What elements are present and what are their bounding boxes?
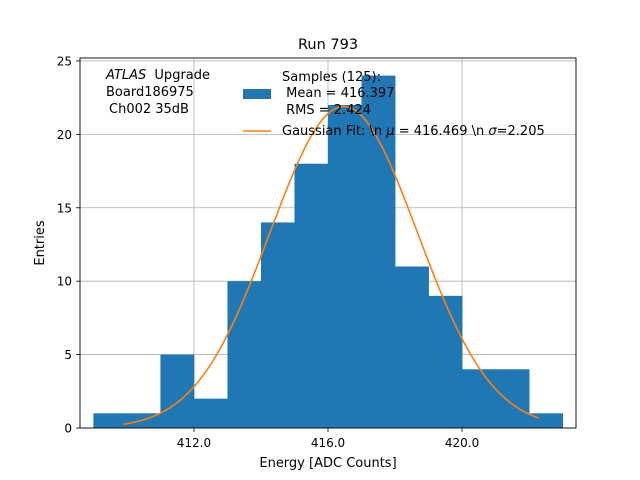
x-axis-label: Energy [ADC Counts] bbox=[259, 456, 396, 471]
atlas-label: ATLAS bbox=[105, 68, 146, 83]
x-tick-label-2: 420.0 bbox=[445, 436, 479, 450]
y-axis-label: Entries bbox=[33, 220, 48, 266]
histogram-bar-4 bbox=[227, 281, 262, 428]
histogram-bar-5 bbox=[260, 222, 295, 428]
histogram-bar-7 bbox=[328, 104, 362, 428]
y-tick-label-2: 10 bbox=[57, 275, 72, 289]
gaussian-fit-curve bbox=[123, 105, 540, 425]
x-axis-ticks: 412.0 416.0 420.0 bbox=[177, 428, 479, 450]
histogram-bar-9 bbox=[395, 266, 429, 428]
y-tick-label-5: 25 bbox=[57, 54, 72, 68]
histogram-bar-6 bbox=[294, 163, 329, 428]
histogram-bar-8 bbox=[361, 75, 396, 428]
upgrade-label: Upgrade bbox=[154, 68, 210, 83]
histogram-bar-11 bbox=[462, 369, 496, 428]
histogram-bar-0 bbox=[93, 413, 128, 428]
legend-fit-label: Gaussian Fit: \n μ = 416.469 \n σ=2.205 bbox=[282, 124, 545, 139]
legend-hist-line-2: Mean = 416.397 bbox=[282, 86, 394, 101]
y-tick-label-0: 0 bbox=[64, 422, 72, 436]
x-tick-label-0: 412.0 bbox=[177, 436, 211, 450]
x-tick-label-1: 416.0 bbox=[311, 436, 345, 450]
histogram-bar-3 bbox=[193, 398, 228, 428]
y-tick-label-3: 15 bbox=[57, 201, 72, 215]
y-tick-label-4: 20 bbox=[57, 128, 72, 142]
y-axis-ticks: 0 5 10 15 20 25 bbox=[57, 54, 80, 436]
histogram-bar-10 bbox=[428, 295, 463, 428]
legend-hist-line-3: RMS = 2.424 bbox=[282, 103, 371, 118]
legend: Samples (125): Mean = 416.397 RMS = 2.42… bbox=[243, 70, 545, 139]
histogram-bars bbox=[93, 75, 563, 428]
y-tick-label-1: 5 bbox=[64, 348, 72, 362]
legend-hist-patch bbox=[243, 89, 271, 99]
chart-title: Run 793 bbox=[298, 37, 358, 53]
svg-text:ATLAS Upgrade: ATLAS Upgrade bbox=[105, 68, 210, 83]
legend-hist-line-1: Samples (125): bbox=[282, 70, 381, 85]
channel-label: Ch002 35dB bbox=[109, 102, 189, 117]
histogram-bar-12 bbox=[495, 369, 530, 428]
atlas-annotation: ATLAS Upgrade Board186975 Ch002 35dB bbox=[105, 68, 210, 117]
board-label: Board186975 bbox=[106, 85, 194, 100]
